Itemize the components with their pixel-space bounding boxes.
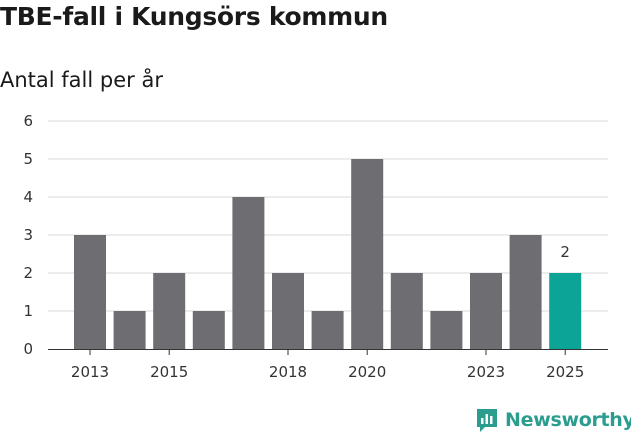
bar-2014 <box>113 311 146 349</box>
y-tick-label: 6 <box>23 112 33 130</box>
x-tick-label: 2013 <box>71 363 109 381</box>
bar-2025 <box>549 273 582 349</box>
x-tick-label: 2025 <box>546 363 584 381</box>
bar-chart: 0 1 2 3 4 5 6 2013 2015 2018 2020 2023 2025 2 <box>23 112 608 381</box>
x-tick-label: 2015 <box>150 363 188 381</box>
bar-2021 <box>390 273 423 349</box>
bars <box>74 159 582 349</box>
y-tick-label: 0 <box>23 340 33 358</box>
chart-subtitle: Antal fall per år <box>0 68 163 92</box>
bar-2023 <box>470 273 502 349</box>
y-tick-label: 5 <box>23 150 33 168</box>
chart-title: TBE-fall i Kungsörs kommun <box>0 2 388 31</box>
y-tick-label: 2 <box>23 264 33 282</box>
bar-2020 <box>351 159 384 349</box>
labels: 0 1 2 3 4 5 6 2013 2015 2018 2020 2023 2025 2 <box>23 112 584 381</box>
newsworthy-logo-text: Newsworthy <box>505 409 631 431</box>
bar-2022 <box>430 311 463 349</box>
x-tick-label: 2020 <box>348 363 386 381</box>
y-tick-label: 3 <box>23 226 33 244</box>
x-tick-label: 2023 <box>467 363 505 381</box>
bar-2015 <box>153 273 186 349</box>
y-tick-label: 1 <box>23 302 33 320</box>
y-tick-label: 4 <box>23 188 33 206</box>
bar-2018 <box>272 273 304 349</box>
data-label-2025: 2 <box>560 243 570 261</box>
newsworthy-logo: Newsworthy <box>475 407 631 433</box>
bar-2013 <box>74 235 106 349</box>
bar-2024 <box>509 235 542 349</box>
newsworthy-logo-icon <box>477 409 497 432</box>
bar-2017 <box>232 197 265 349</box>
bar-2016 <box>192 311 225 349</box>
bar-2019 <box>311 311 344 349</box>
x-tick-label: 2018 <box>269 363 307 381</box>
